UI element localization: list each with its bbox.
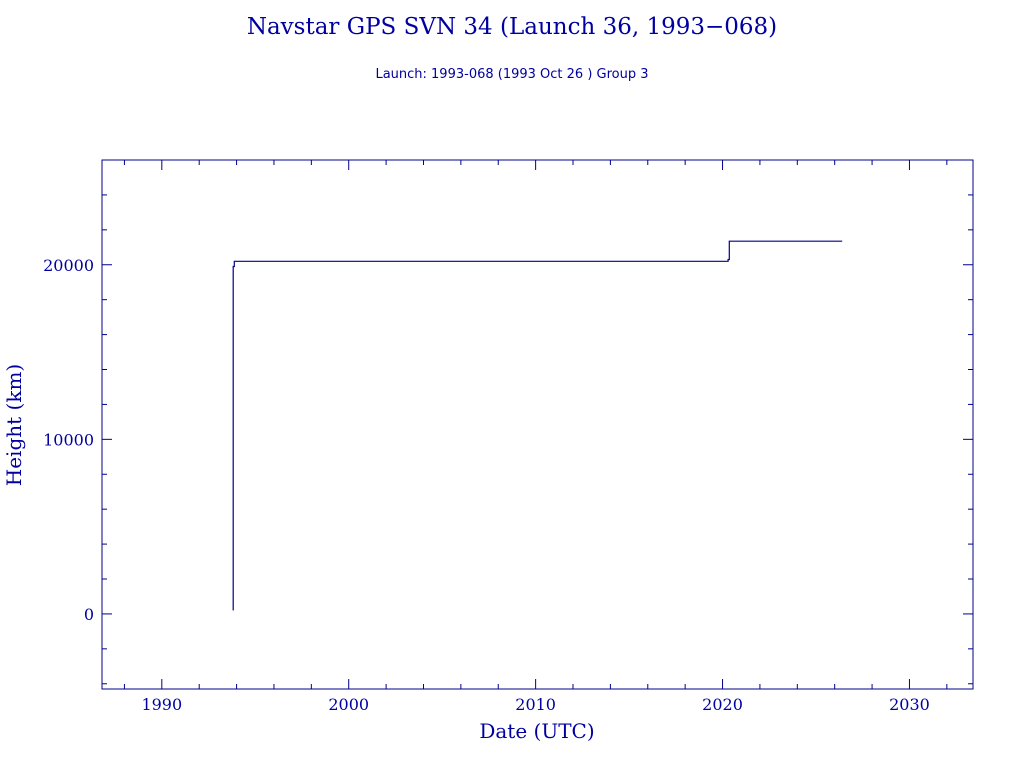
y-tick-label: 0 — [84, 605, 94, 624]
x-tick-label: 2000 — [328, 695, 369, 714]
axis-tick-labels: 1990 2000 2010 2020 2030 0 10000 20000 — [43, 256, 930, 714]
plot-frame — [101, 159, 974, 690]
y-axis-label: Height (km) — [2, 364, 26, 486]
x-axis-label: Date (UTC) — [479, 719, 594, 743]
height-series-line — [232, 240, 843, 611]
axis-ticks — [102, 159, 973, 689]
chart-title: Navstar GPS SVN 34 (Launch 36, 1993−068) — [246, 14, 778, 40]
x-tick-label: 2020 — [702, 695, 743, 714]
x-tick-label: 2010 — [515, 695, 556, 714]
x-tick-label: 2030 — [889, 695, 930, 714]
y-tick-label: 10000 — [43, 430, 94, 449]
chart-subtitle: Launch: 1993-068 (1993 Oct 26 ) Group 3 — [375, 67, 649, 82]
x-tick-label: 1990 — [141, 695, 182, 714]
y-tick-label: 20000 — [43, 256, 94, 275]
